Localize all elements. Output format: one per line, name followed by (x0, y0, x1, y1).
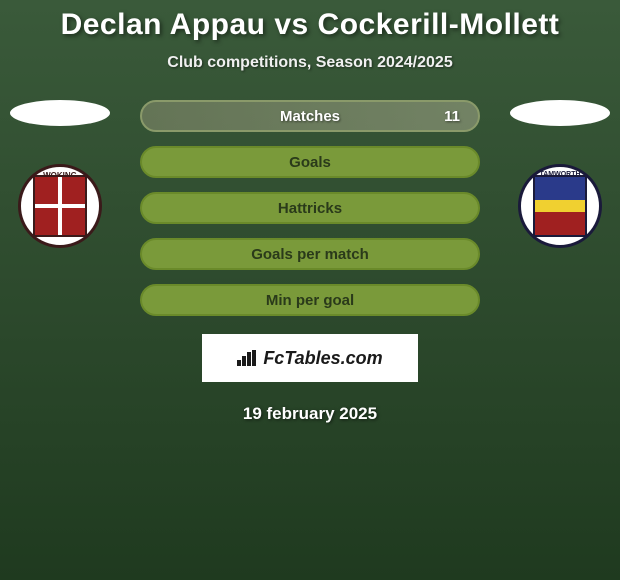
shield-icon (533, 175, 587, 237)
stat-label: Goals per match (251, 246, 369, 263)
stat-bar-goals: Goals (140, 146, 480, 178)
main-row: WOKING Matches 11 Goals Hattricks Goals … (0, 100, 620, 316)
stat-label: Goals (289, 154, 331, 171)
stat-label: Min per goal (266, 292, 354, 309)
stat-bar-goals-per-match: Goals per match (140, 238, 480, 270)
stat-label: Matches (280, 108, 340, 125)
stat-value-right: 11 (444, 108, 460, 125)
bar-chart-icon (237, 350, 257, 366)
date-label: 19 february 2025 (0, 404, 620, 424)
stat-bar-hattricks: Hattricks (140, 192, 480, 224)
stat-label: Hattricks (278, 200, 342, 217)
comparison-infographic: Declan Appau vs Cockerill-Mollett Club c… (0, 0, 620, 424)
stat-bar-matches: Matches 11 (140, 100, 480, 132)
club-crest-left: WOKING (18, 164, 102, 248)
brand-text: FcTables.com (263, 348, 382, 369)
club-crest-right: TAMWORTH (518, 164, 602, 248)
brand-watermark: FcTables.com (202, 334, 418, 382)
right-column: TAMWORTH (510, 100, 610, 248)
player-photo-placeholder-right (510, 100, 610, 126)
stats-column: Matches 11 Goals Hattricks Goals per mat… (140, 100, 480, 316)
left-column: WOKING (10, 100, 110, 248)
stat-bar-min-per-goal: Min per goal (140, 284, 480, 316)
shield-icon (33, 175, 87, 237)
subtitle: Club competitions, Season 2024/2025 (0, 54, 620, 72)
player-photo-placeholder-left (10, 100, 110, 126)
page-title: Declan Appau vs Cockerill-Mollett (0, 8, 620, 42)
